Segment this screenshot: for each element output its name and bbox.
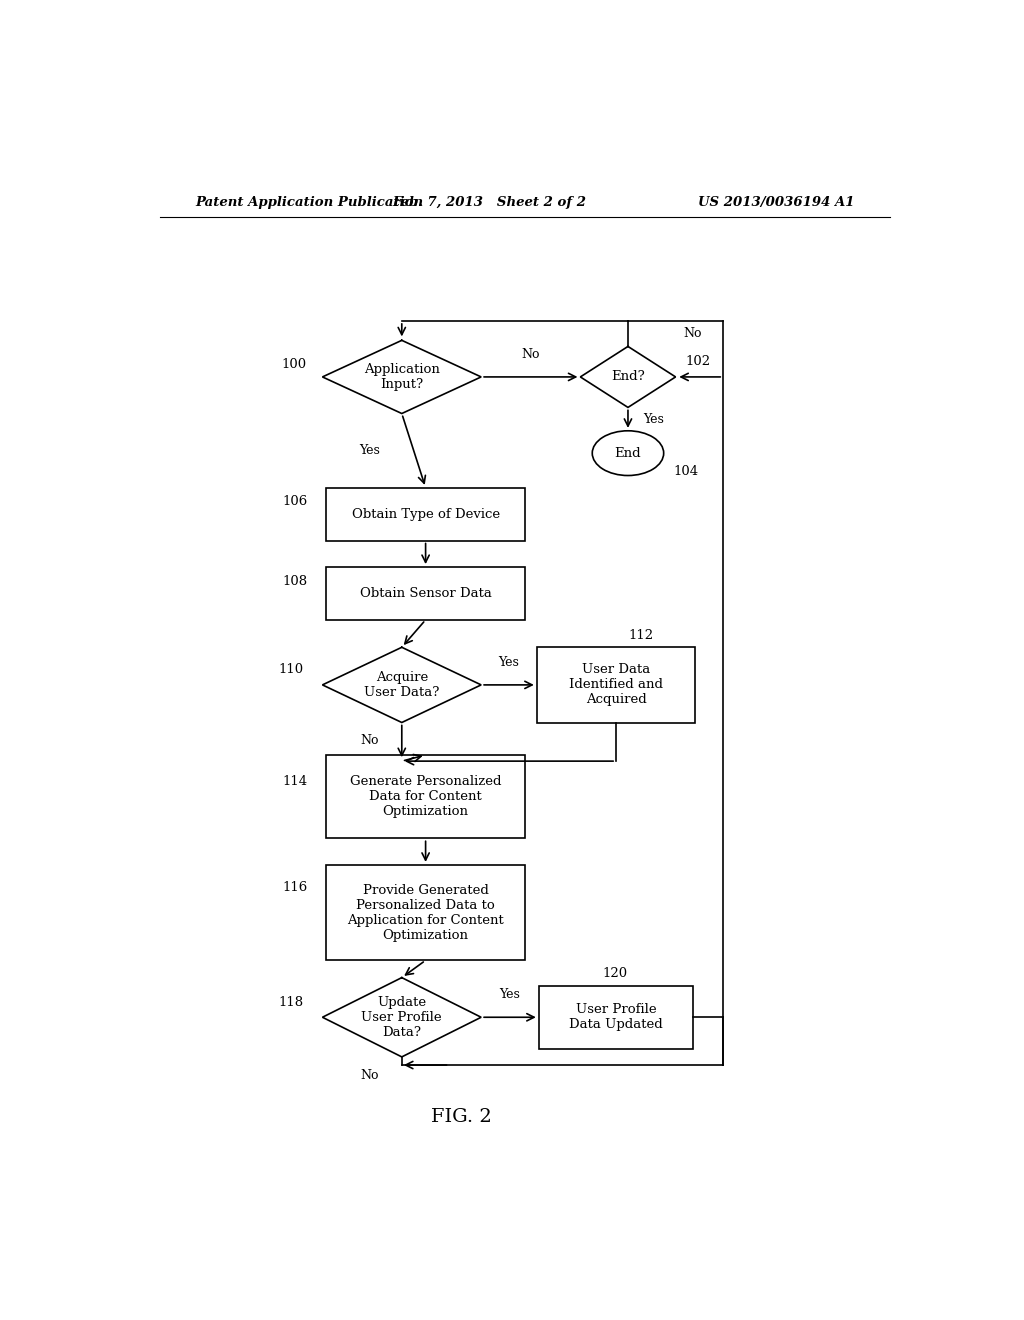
- Text: 118: 118: [279, 995, 304, 1008]
- Text: Yes: Yes: [359, 444, 381, 457]
- Text: No: No: [684, 327, 702, 339]
- Bar: [539, 986, 693, 1049]
- Text: Feb. 7, 2013   Sheet 2 of 2: Feb. 7, 2013 Sheet 2 of 2: [392, 195, 586, 209]
- Bar: [327, 865, 524, 961]
- Text: 102: 102: [685, 355, 711, 368]
- Text: 114: 114: [283, 775, 308, 788]
- Text: 112: 112: [628, 628, 653, 642]
- Text: 108: 108: [283, 574, 308, 587]
- Text: 116: 116: [283, 880, 308, 894]
- Bar: [327, 487, 524, 541]
- Text: 104: 104: [673, 465, 698, 478]
- Text: Yes: Yes: [500, 989, 520, 1002]
- Text: End: End: [614, 446, 641, 459]
- Text: 110: 110: [279, 663, 304, 676]
- Text: User Data
Identified and
Acquired: User Data Identified and Acquired: [569, 664, 664, 706]
- Text: No: No: [521, 348, 540, 362]
- Text: Obtain Type of Device: Obtain Type of Device: [351, 508, 500, 520]
- Bar: [537, 647, 695, 722]
- Text: End?: End?: [611, 371, 645, 383]
- Text: Provide Generated
Personalized Data to
Application for Content
Optimization: Provide Generated Personalized Data to A…: [347, 883, 504, 941]
- Text: 120: 120: [602, 968, 628, 979]
- Text: Update
User Profile
Data?: Update User Profile Data?: [361, 995, 442, 1039]
- Text: 106: 106: [283, 495, 308, 508]
- Text: Patent Application Publication: Patent Application Publication: [196, 195, 424, 209]
- Text: Yes: Yes: [499, 656, 519, 669]
- Text: No: No: [360, 1069, 379, 1081]
- Text: Acquire
User Data?: Acquire User Data?: [365, 671, 439, 698]
- Text: US 2013/0036194 A1: US 2013/0036194 A1: [697, 195, 854, 209]
- Text: 100: 100: [282, 358, 306, 371]
- Text: Yes: Yes: [643, 413, 664, 425]
- Text: Obtain Sensor Data: Obtain Sensor Data: [359, 587, 492, 599]
- Bar: [327, 755, 524, 838]
- Text: Generate Personalized
Data for Content
Optimization: Generate Personalized Data for Content O…: [350, 775, 502, 818]
- Ellipse shape: [592, 430, 664, 475]
- Text: Application
Input?: Application Input?: [364, 363, 439, 391]
- Bar: [327, 568, 524, 620]
- Text: FIG. 2: FIG. 2: [431, 1107, 492, 1126]
- Text: No: No: [360, 734, 379, 747]
- Text: User Profile
Data Updated: User Profile Data Updated: [569, 1003, 663, 1031]
